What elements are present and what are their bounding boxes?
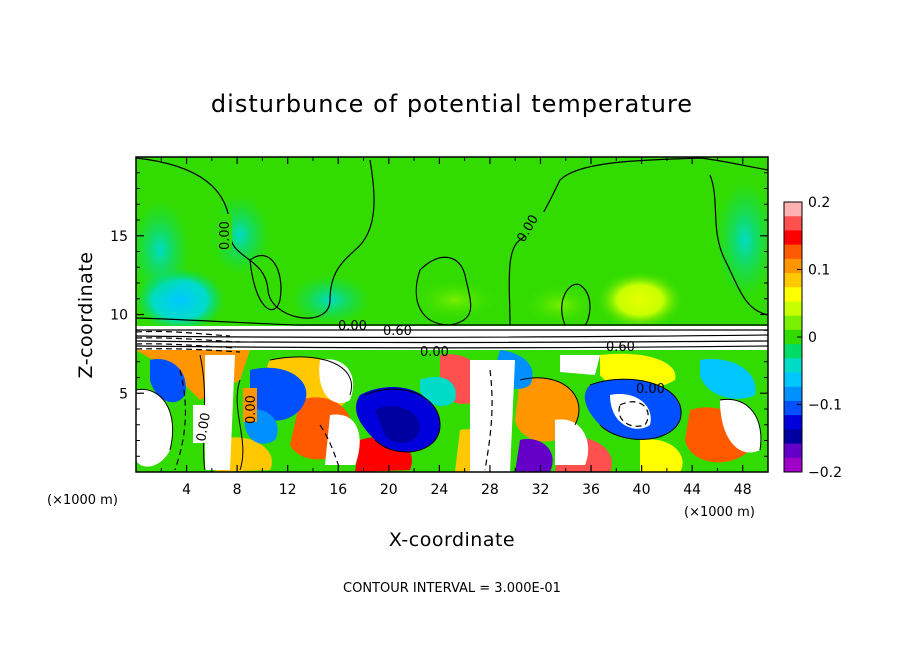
contour-label: 0.00 bbox=[218, 221, 233, 250]
colorbar-swatch bbox=[784, 258, 802, 274]
x-tick-label: 8 bbox=[233, 482, 242, 498]
contour-line bbox=[136, 340, 768, 344]
contour-line bbox=[136, 337, 241, 343]
y-tick-label: 10 bbox=[110, 308, 128, 324]
contour-label: 0.60 bbox=[383, 324, 412, 339]
x-tick-label: 40 bbox=[633, 482, 651, 498]
colorbar-swatch bbox=[784, 230, 802, 246]
colorbar-swatch bbox=[784, 287, 802, 302]
upper-warm-patch bbox=[520, 283, 600, 327]
colorbar-swatch bbox=[784, 429, 802, 445]
y-axis: 5 10 15 bbox=[110, 172, 768, 457]
upper-cool-patch bbox=[136, 200, 190, 300]
contour-line bbox=[236, 379, 244, 471]
colorbar-swatch bbox=[784, 358, 802, 374]
contour-line bbox=[136, 330, 231, 337]
contour-line bbox=[269, 356, 352, 396]
x-axis: 4 8 12 16 20 24 28 32 36 40 44 48 bbox=[160, 157, 752, 498]
colorbar-tick-label: 0.1 bbox=[808, 263, 830, 279]
colorbar-tick-label: 0.2 bbox=[808, 195, 830, 211]
colorbar-tick-label: −0.2 bbox=[808, 465, 842, 481]
colorbar-swatch bbox=[784, 443, 802, 459]
contour-line bbox=[136, 317, 768, 326]
y-tick-label: 5 bbox=[119, 386, 128, 402]
plot-area: 0.00 0.00 0.00 0.60 0.00 0.60 0.00 0.00 … bbox=[136, 157, 768, 472]
y-axis-label: Z-coordinate bbox=[75, 252, 97, 379]
contour-interval-note: CONTOUR INTERVAL = 3.000E-01 bbox=[343, 581, 561, 596]
x-tick-label: 28 bbox=[481, 482, 499, 498]
x-tick-label: 36 bbox=[582, 482, 600, 498]
chart-title: disturbunce of potential temperature bbox=[211, 90, 693, 118]
upper-warm-patch bbox=[410, 278, 500, 322]
colorbar-swatch bbox=[784, 301, 802, 317]
colorbar-swatch bbox=[784, 415, 802, 430]
contour-line bbox=[364, 388, 441, 453]
x-tick-label: 24 bbox=[430, 482, 448, 498]
contour-line bbox=[709, 174, 768, 316]
contour-line bbox=[249, 254, 282, 311]
contour-line bbox=[484, 369, 493, 471]
contour-label: 0.00 bbox=[194, 412, 214, 443]
x-tick-label: 48 bbox=[734, 482, 752, 498]
dashed-contours bbox=[136, 330, 649, 471]
x-tick-label: 32 bbox=[532, 482, 550, 498]
y-tick-label: 15 bbox=[110, 229, 128, 245]
lower-eddies bbox=[136, 350, 761, 472]
colorbar-ticks: 0.2 0.1 0 −0.1 −0.2 bbox=[797, 195, 842, 481]
x-tick-label: 20 bbox=[380, 482, 398, 498]
x-unit-right: (×1000 m) bbox=[684, 505, 755, 520]
colorbar-swatch bbox=[784, 457, 802, 473]
upper-warm-patch bbox=[595, 270, 685, 330]
contour-line bbox=[508, 157, 768, 326]
colorbar-swatch bbox=[784, 202, 802, 217]
x-unit-left: (×1000 m) bbox=[47, 493, 118, 508]
colorbar-swatch bbox=[784, 329, 802, 345]
contour-line bbox=[136, 157, 375, 319]
contour-label: 0.00 bbox=[338, 319, 367, 334]
x-tick-label: 12 bbox=[279, 482, 297, 498]
contour-line bbox=[415, 256, 472, 326]
contour-line bbox=[719, 398, 762, 451]
colorbar-swatch bbox=[784, 315, 802, 331]
colorbar-swatch bbox=[784, 273, 802, 288]
contour-label: 0.00 bbox=[244, 395, 259, 424]
x-tick-label: 4 bbox=[182, 482, 191, 498]
contour-line bbox=[136, 388, 174, 451]
colorbar-swatch bbox=[784, 400, 802, 416]
upper-cool-patch bbox=[715, 180, 768, 300]
contour-line bbox=[136, 348, 241, 353]
colorbar bbox=[784, 202, 802, 473]
contour-label-group: 0.00 0.00 0.00 0.60 0.00 0.60 0.00 0.00 … bbox=[193, 201, 665, 443]
contour-line bbox=[174, 369, 187, 471]
x-tick-label: 44 bbox=[683, 482, 701, 498]
contour-line bbox=[136, 334, 768, 338]
contour-line bbox=[561, 283, 591, 326]
x-axis-label: X-coordinate bbox=[389, 529, 515, 551]
colorbar-swatch bbox=[784, 372, 802, 388]
contour-line bbox=[589, 378, 682, 440]
contour-label: 0.00 bbox=[636, 382, 665, 397]
contour-line bbox=[519, 377, 580, 426]
colorbar-swatch bbox=[784, 386, 802, 402]
colorbar-swatch bbox=[784, 344, 802, 359]
colorbar-swatch bbox=[784, 244, 802, 260]
contour-label: 0.00 bbox=[420, 345, 449, 360]
colorbar-tick-label: 0 bbox=[808, 330, 817, 346]
colorbar-tick-label: −0.1 bbox=[808, 398, 842, 414]
colorbar-swatch bbox=[784, 216, 802, 231]
x-tick-label: 16 bbox=[329, 482, 347, 498]
contour-label: 0.60 bbox=[606, 340, 635, 355]
contour-line bbox=[618, 401, 649, 427]
